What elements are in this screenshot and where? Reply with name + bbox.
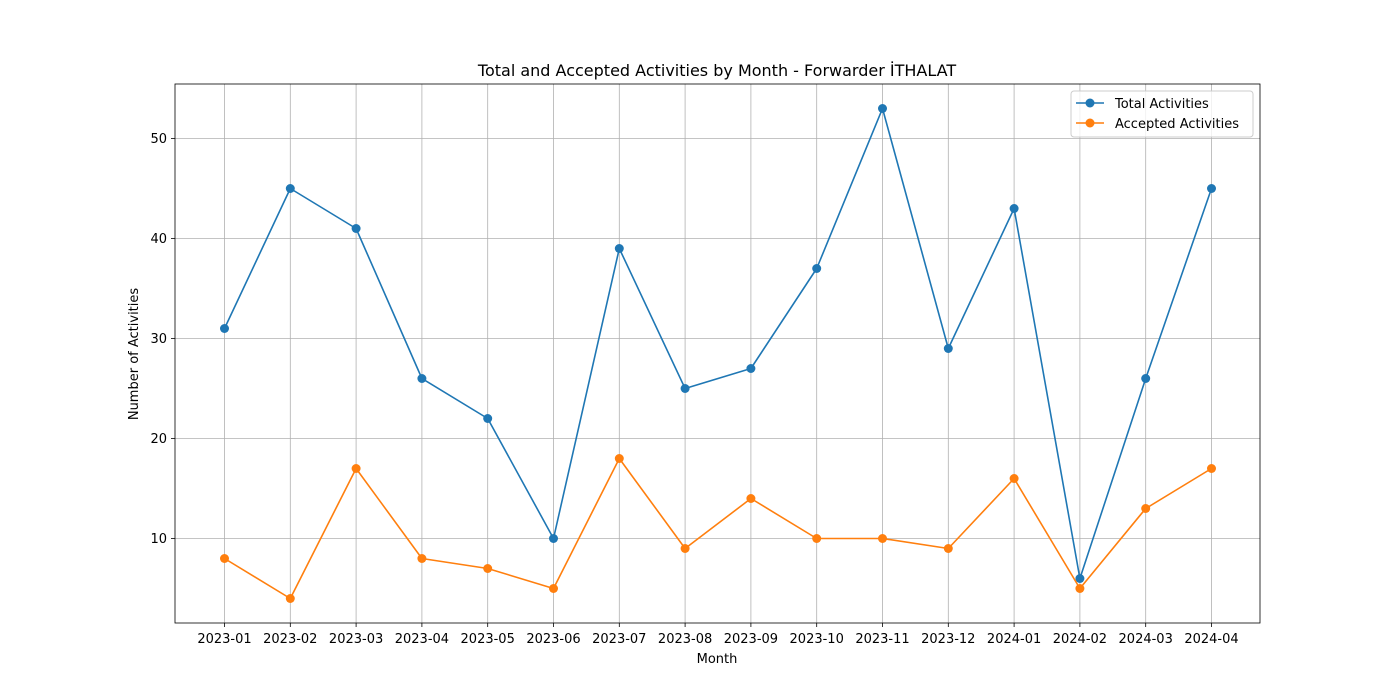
x-tick-label: 2023-07 [592,632,646,647]
grid [175,84,1260,623]
legend: Total Activities Accepted Activities [1070,90,1254,138]
data-point-total-activities [680,384,690,393]
data-point-accepted-activities [285,594,295,603]
x-tick-label: 2024-01 [987,632,1041,647]
data-point-accepted-activities [1009,474,1019,483]
x-axis: 2023-01 2023-02 2023-03 2023-04 2023-05 2023-… [197,623,1239,647]
data-point-total-activities [417,374,427,383]
y-tick-label: 30 [150,332,167,347]
legend-label-total: Total Activities [1114,97,1209,112]
y-axis-title: Number of Activities [127,288,142,421]
y-tick-label: 50 [150,132,167,147]
data-point-accepted-activities [943,544,953,553]
data-point-accepted-activities [1075,584,1085,593]
data-point-total-activities [351,224,361,233]
data-point-total-activities [812,264,822,273]
legend-marker-accepted [1085,118,1095,128]
data-point-accepted-activities [417,554,427,563]
plot-frame [174,83,1261,624]
data-point-accepted-activities [614,454,624,463]
x-tick-label: 2023-10 [790,632,844,647]
series-line-accepted-activities [224,457,1212,600]
x-tick-label: 2024-03 [1119,632,1173,647]
data-point-total-activities [878,104,887,113]
series-line-total-activities [223,107,1213,580]
y-axis: 10 20 30 40 50 [150,132,175,547]
legend-marker-total [1085,98,1095,108]
data-point-total-activities [1009,204,1019,213]
data-point-accepted-activities [1207,464,1216,473]
data-point-total-activities [614,244,624,253]
x-tick-label: 2024-04 [1184,632,1238,647]
data-point-accepted-activities [878,534,887,543]
x-tick-label: 2023-12 [921,632,975,647]
x-tick-label: 2023-09 [724,632,778,647]
data-point-total-activities [1075,574,1085,583]
data-point-accepted-activities [220,554,229,563]
data-point-total-activities [1207,184,1216,193]
data-point-accepted-activities [549,584,558,593]
data-point-accepted-activities [746,494,756,503]
series-layer [220,104,1216,603]
x-tick-label: 2023-05 [461,632,515,647]
data-point-total-activities [943,344,953,353]
data-point-total-activities [549,534,558,543]
x-axis-title: Month [697,652,738,667]
y-tick-label: 10 [150,532,167,547]
legend-label-accepted: Accepted Activities [1115,117,1239,132]
x-tick-label: 2023-11 [855,632,909,647]
y-tick-label: 40 [150,232,167,247]
x-tick-label: 2023-02 [263,632,317,647]
data-point-total-activities [1141,374,1151,383]
series-accepted-activities [220,454,1216,603]
data-point-total-activities [220,324,229,333]
data-point-total-activities [285,184,295,193]
data-point-accepted-activities [812,534,822,543]
chart-title: Total and Accepted Activities by Month -… [477,61,956,80]
x-tick-label: 2024-02 [1053,632,1107,647]
data-point-accepted-activities [483,564,493,573]
y-tick-label: 20 [150,432,167,447]
x-tick-label: 2023-08 [658,632,712,647]
data-point-total-activities [483,414,493,423]
x-tick-label: 2023-06 [526,632,580,647]
data-point-total-activities [746,364,756,373]
series-total-activities [220,104,1216,583]
x-tick-label: 2023-03 [329,632,383,647]
x-tick-label: 2023-04 [395,632,449,647]
x-tick-label: 2023-01 [197,632,251,647]
data-point-accepted-activities [1141,504,1151,513]
data-point-accepted-activities [351,464,361,473]
data-point-accepted-activities [680,544,690,553]
legend-box [1070,90,1254,138]
